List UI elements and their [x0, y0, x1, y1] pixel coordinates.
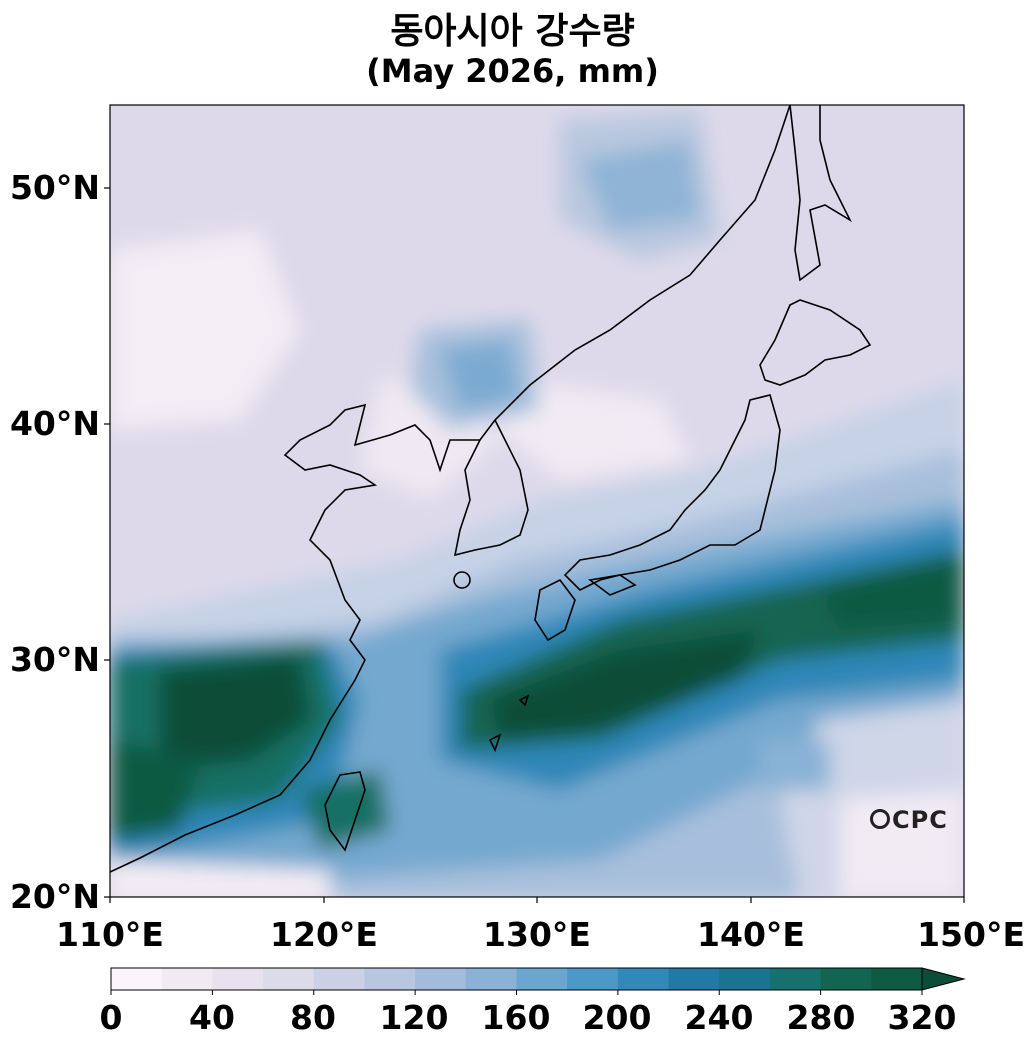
colorbar-segment — [212, 968, 264, 990]
x-tick-120E: 120°E — [270, 915, 378, 954]
cpc-logo: CPC — [870, 806, 948, 834]
colorbar-segment — [313, 968, 365, 990]
map-subtitle: (May 2026, mm) — [366, 52, 659, 90]
colorbar-segment — [263, 968, 315, 990]
colorbar-segment — [769, 968, 822, 990]
colorbar-segment — [719, 968, 771, 990]
y-tick-50N: 50°N — [9, 168, 100, 207]
colorbar-tick-200: 200 — [582, 998, 652, 1037]
colorbar-segment — [617, 968, 670, 990]
map-title: 동아시아 강수량 — [390, 11, 635, 52]
axis-ticks — [104, 187, 965, 903]
colorbar-segment — [111, 968, 163, 990]
colorbar-tick-280: 280 — [786, 998, 856, 1037]
colorbar-segment — [871, 968, 923, 990]
colorbar-segment — [668, 968, 720, 990]
colorbar-tick-80: 80 — [290, 998, 336, 1037]
x-tick-140E: 140°E — [697, 915, 805, 954]
colorbar-segment — [820, 968, 872, 990]
colorbar-segment — [161, 968, 213, 990]
cpc-logo-icon — [870, 809, 890, 829]
colorbar-tick-240: 240 — [684, 998, 754, 1037]
colorbar-segment — [516, 968, 568, 990]
colorbar-segment — [465, 968, 517, 990]
colorbar-segment — [364, 968, 416, 990]
colorbar-segment — [567, 968, 619, 990]
colorbar-tick-320: 320 — [887, 998, 957, 1037]
coastlines — [110, 105, 872, 873]
x-tick-150E: 150°E — [917, 915, 1025, 954]
y-tick-20N: 20°N — [9, 877, 100, 916]
colorbar-tick-40: 40 — [189, 998, 235, 1037]
precipitation-field — [110, 105, 964, 897]
y-tick-40N: 40°N — [9, 404, 100, 443]
colorbar-segment — [415, 968, 467, 990]
colorbar-tick-120: 120 — [379, 998, 449, 1037]
y-tick-30N: 30°N — [9, 640, 100, 679]
colorbar-tick-0: 0 — [99, 998, 123, 1037]
cpc-logo-text: CPC — [892, 806, 948, 834]
colorbar-extend-arrow — [921, 967, 966, 991]
colorbar — [110, 967, 966, 995]
colorbar-tick-160: 160 — [481, 998, 551, 1037]
x-tick-130E: 130°E — [483, 915, 591, 954]
x-tick-110E: 110°E — [56, 915, 164, 954]
